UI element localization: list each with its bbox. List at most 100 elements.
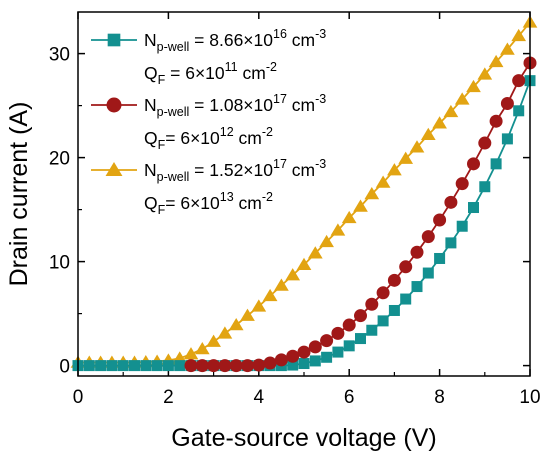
circle-marker bbox=[274, 353, 288, 367]
triangle-marker bbox=[251, 299, 267, 312]
legend-label: Np-well = 1.52×1017 cm-3 bbox=[144, 157, 326, 184]
square-marker bbox=[434, 252, 446, 264]
triangle-marker bbox=[262, 288, 278, 302]
triangle-marker bbox=[296, 257, 312, 270]
triangle-marker bbox=[511, 28, 527, 42]
square-marker bbox=[321, 351, 333, 363]
square-marker bbox=[332, 346, 344, 358]
square-marker bbox=[513, 105, 525, 117]
square-marker bbox=[117, 360, 129, 372]
square-marker bbox=[129, 360, 140, 372]
triangle-marker bbox=[500, 42, 515, 55]
triangle-marker bbox=[206, 334, 221, 347]
circle-marker bbox=[387, 273, 401, 287]
circle-marker bbox=[444, 195, 458, 209]
circle-marker bbox=[421, 230, 435, 244]
circle-marker bbox=[106, 97, 122, 113]
legend-label: Np-well = 8.66×1016 cm-3 bbox=[144, 27, 326, 54]
square-marker bbox=[456, 220, 468, 232]
series-triangle bbox=[70, 15, 538, 368]
triangle-marker bbox=[285, 268, 301, 281]
x-tick-label: 2 bbox=[163, 387, 174, 408]
circle-marker bbox=[410, 245, 424, 259]
legend-label: QF= 6×1012 cm-2 bbox=[144, 125, 273, 152]
series-square bbox=[72, 75, 536, 372]
triangle-marker bbox=[432, 116, 447, 129]
circle-marker bbox=[376, 286, 390, 300]
triangle-marker bbox=[217, 326, 233, 339]
circle-marker bbox=[365, 297, 379, 311]
triangle-marker bbox=[353, 199, 368, 212]
legend-entry: Np-well = 8.66×1016 cm-3 QF = 6×1011 cm-2 bbox=[91, 27, 326, 87]
square-marker bbox=[400, 293, 412, 305]
circle-marker bbox=[467, 157, 480, 171]
circle-marker bbox=[331, 326, 345, 340]
circle-marker bbox=[263, 356, 277, 370]
circle-marker bbox=[320, 334, 334, 348]
triangle-marker bbox=[420, 127, 436, 140]
circle-marker bbox=[218, 359, 232, 373]
triangle-marker bbox=[364, 187, 380, 200]
square-marker bbox=[107, 33, 121, 47]
legend-entry: Np-well = 1.52×1017 cm-3 QF= 6×1013 cm-2 bbox=[91, 157, 326, 217]
y-tick-label: 30 bbox=[49, 45, 70, 66]
x-tick-label: 10 bbox=[519, 387, 540, 408]
legend: Np-well = 8.66×1016 cm-3 QF = 6×1011 cm-2… bbox=[91, 27, 326, 217]
legend-label: Np-well = 1.08×1017 cm-3 bbox=[144, 92, 326, 119]
circle-marker bbox=[229, 359, 243, 373]
square-marker bbox=[298, 358, 310, 370]
circle-marker bbox=[455, 177, 469, 191]
square-marker bbox=[501, 133, 513, 145]
y-axis: 0 10 20 30 bbox=[49, 45, 530, 378]
triangle-marker bbox=[228, 318, 244, 331]
circle-marker bbox=[286, 349, 300, 363]
triangle-marker bbox=[387, 163, 402, 176]
square-marker bbox=[162, 360, 174, 372]
triangle-marker bbox=[274, 278, 289, 291]
circle-marker bbox=[478, 136, 492, 150]
x-tick-label: 0 bbox=[73, 387, 84, 408]
square-marker bbox=[411, 281, 423, 293]
y-tick-label: 0 bbox=[59, 357, 70, 378]
triangle-marker bbox=[454, 92, 470, 105]
square-marker bbox=[151, 360, 163, 372]
triangle-marker bbox=[488, 54, 504, 68]
triangle-marker bbox=[477, 67, 493, 80]
triangle-marker bbox=[194, 341, 210, 355]
circle-marker bbox=[252, 358, 266, 372]
square-marker bbox=[83, 360, 95, 372]
circle-marker bbox=[184, 359, 198, 373]
y-axis-title: Drain current (A) bbox=[5, 102, 33, 287]
triangle-marker bbox=[375, 175, 391, 188]
triangle-marker bbox=[319, 234, 334, 248]
circle-marker bbox=[354, 309, 367, 323]
triangle-marker bbox=[240, 308, 255, 321]
triangle-marker bbox=[341, 210, 357, 224]
series-layer bbox=[70, 15, 538, 373]
square-marker bbox=[366, 324, 378, 336]
square-marker bbox=[287, 359, 299, 371]
square-marker bbox=[309, 355, 321, 367]
triangle-marker bbox=[183, 347, 199, 360]
square-marker bbox=[95, 360, 107, 372]
square-marker bbox=[388, 304, 400, 316]
square-marker bbox=[479, 181, 491, 193]
y-tick-label: 20 bbox=[49, 149, 70, 170]
plot-frame bbox=[77, 11, 531, 377]
circle-marker bbox=[512, 74, 526, 88]
triangle-marker bbox=[307, 246, 323, 259]
square-marker bbox=[445, 237, 457, 249]
circle-marker bbox=[489, 114, 503, 128]
square-marker bbox=[106, 360, 118, 372]
x-tick-label: 8 bbox=[434, 387, 445, 408]
circle-marker bbox=[207, 359, 221, 373]
circle-marker bbox=[308, 340, 322, 354]
square-marker bbox=[377, 315, 389, 327]
series-circle bbox=[184, 56, 537, 373]
square-marker bbox=[468, 202, 479, 214]
y-tick-label: 10 bbox=[49, 253, 70, 274]
circle-marker bbox=[241, 359, 254, 373]
x-tick-label: 6 bbox=[344, 387, 355, 408]
circle-marker bbox=[433, 213, 447, 227]
